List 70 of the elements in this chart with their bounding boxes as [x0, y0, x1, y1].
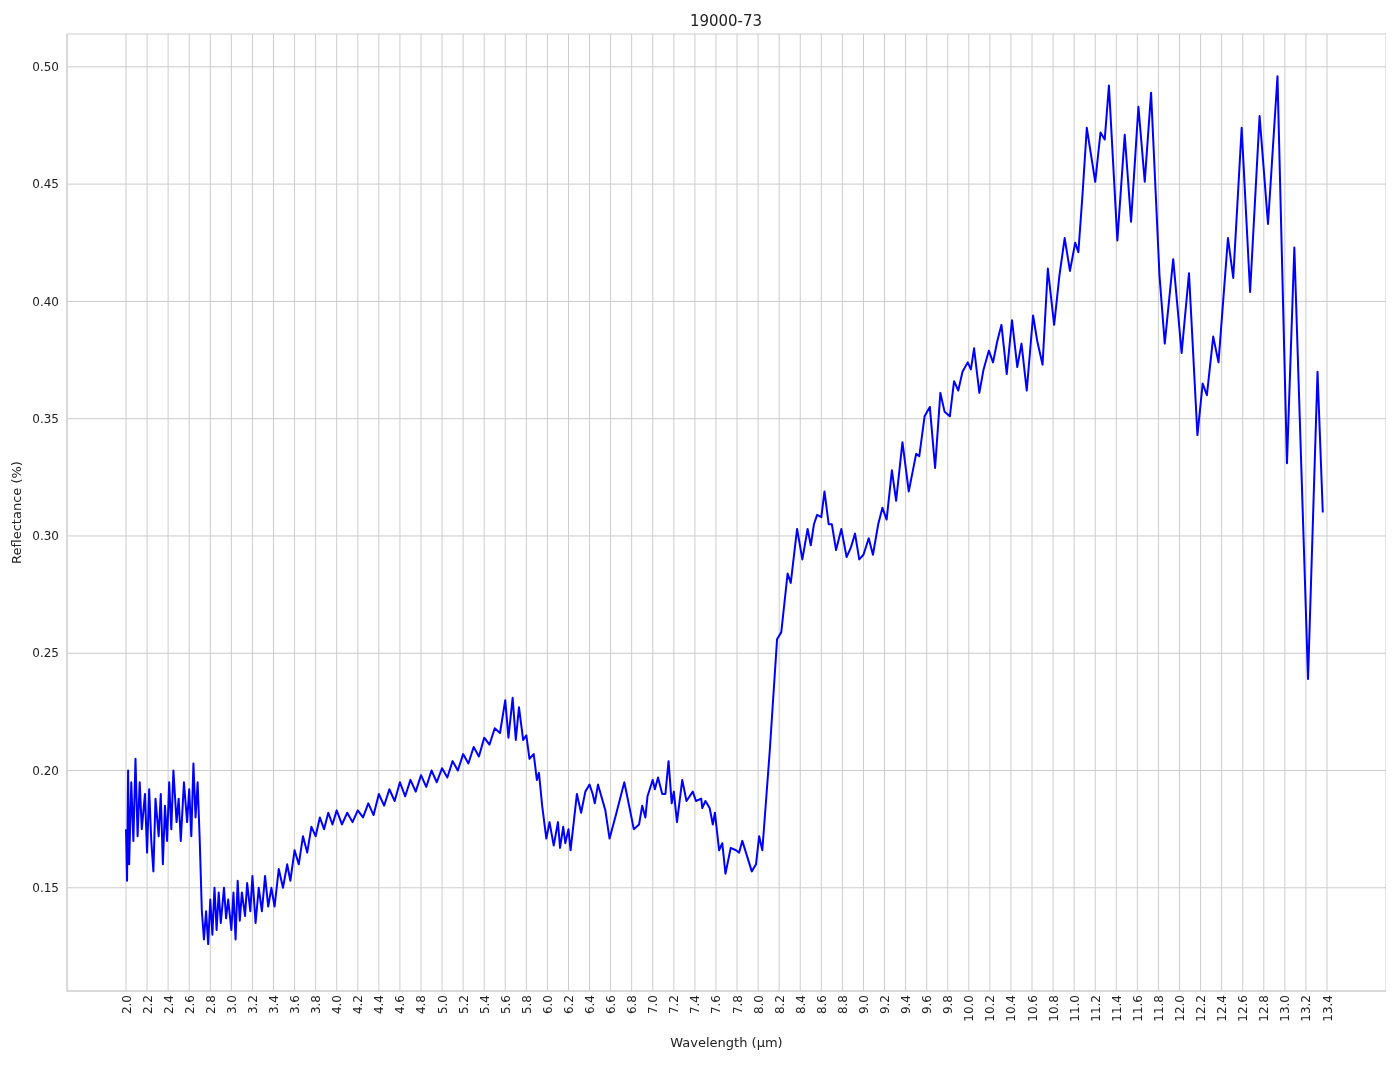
- y-tick-label: 0.35: [32, 411, 59, 426]
- x-tick-label: 4.2: [351, 995, 366, 1015]
- x-tick-label: 6.0: [540, 995, 555, 1015]
- x-tick-label: 3.8: [309, 995, 324, 1015]
- x-tick-label: 7.2: [667, 995, 682, 1015]
- x-tick-label: 12.8: [1257, 995, 1272, 1022]
- x-tick-label: 6.2: [561, 995, 576, 1015]
- y-tick-label: 0.25: [32, 646, 59, 661]
- x-tick-label: 8.6: [814, 995, 829, 1015]
- x-tick-label: 8.4: [793, 995, 808, 1015]
- x-tick-label: 8.0: [751, 995, 766, 1015]
- x-tick-label: 6.4: [583, 995, 598, 1015]
- x-tick-label: 2.0: [119, 995, 134, 1015]
- x-tick-label: 13.2: [1299, 995, 1314, 1022]
- x-tick-label: 4.6: [393, 995, 408, 1015]
- x-tick-label: 11.6: [1130, 995, 1145, 1022]
- y-tick-label: 0.15: [32, 881, 59, 896]
- x-tick-label: 10.2: [983, 995, 998, 1022]
- x-tick-label: 9.6: [920, 995, 935, 1015]
- x-tick-label: 2.4: [161, 995, 176, 1015]
- chart-title: 19000-73: [688, 12, 764, 30]
- x-tick-label: 13.4: [1320, 995, 1335, 1022]
- x-tick-label: 10.8: [1046, 995, 1061, 1022]
- x-tick-label: 2.6: [182, 995, 197, 1015]
- x-tick-label: 9.0: [856, 995, 871, 1015]
- x-tick-label: 3.4: [267, 995, 282, 1015]
- x-tick-label: 9.8: [941, 995, 956, 1015]
- x-tick-label: 13.0: [1278, 995, 1293, 1022]
- x-tick-label: 12.4: [1215, 995, 1230, 1022]
- x-tick-label: 5.2: [456, 995, 471, 1015]
- x-axis-title: Wavelength (μm): [670, 1035, 783, 1050]
- x-tick-label: 7.8: [730, 995, 745, 1015]
- y-tick-label: 0.20: [32, 763, 59, 778]
- x-tick-label: 10.0: [962, 995, 977, 1022]
- x-tick-label: 3.6: [288, 995, 303, 1015]
- x-tick-label: 8.8: [835, 995, 850, 1015]
- x-tick-label: 8.2: [772, 995, 787, 1015]
- x-tick-label: 7.4: [688, 995, 703, 1015]
- x-tick-label: 2.2: [140, 995, 155, 1015]
- y-tick-label: 0.50: [32, 60, 59, 75]
- x-tick-label: 7.6: [709, 995, 724, 1015]
- x-tick-label: 5.6: [498, 995, 513, 1015]
- y-axis-title: Reflectance (%): [8, 461, 24, 564]
- x-tick-label: 3.0: [224, 995, 239, 1015]
- y-tick-label: 0.40: [32, 294, 59, 309]
- x-tick-label: 3.2: [245, 995, 260, 1015]
- y-tick-label: 0.45: [32, 177, 59, 192]
- x-tick-label: 12.6: [1236, 995, 1251, 1022]
- x-tick-label: 11.4: [1109, 995, 1124, 1022]
- x-tick-label: 6.6: [604, 995, 619, 1015]
- x-tick-label: 7.0: [646, 995, 661, 1015]
- x-tick-label: 9.2: [878, 995, 893, 1015]
- x-tick-label: 11.0: [1067, 995, 1082, 1022]
- x-tick-label: 6.8: [625, 995, 640, 1015]
- x-tick-label: 2.8: [203, 995, 218, 1015]
- x-tick-label: 4.4: [372, 995, 387, 1015]
- x-tick-label: 5.8: [519, 995, 534, 1015]
- x-tick-label: 10.4: [1004, 995, 1019, 1022]
- x-tick-label: 5.0: [435, 995, 450, 1015]
- x-tick-label: 5.4: [477, 995, 492, 1015]
- line-series: [125, 75, 1324, 946]
- x-tick-label: 12.0: [1173, 995, 1188, 1022]
- x-tick-label: 11.8: [1151, 995, 1166, 1022]
- x-tick-label: 11.2: [1088, 995, 1103, 1022]
- x-tick-label: 12.2: [1194, 995, 1209, 1022]
- x-tick-label: 10.6: [1025, 995, 1040, 1022]
- x-tick-label: 9.4: [899, 995, 914, 1015]
- x-tick-label: 4.0: [330, 995, 345, 1015]
- x-tick-label: 4.8: [414, 995, 429, 1015]
- y-tick-label: 0.30: [32, 529, 59, 544]
